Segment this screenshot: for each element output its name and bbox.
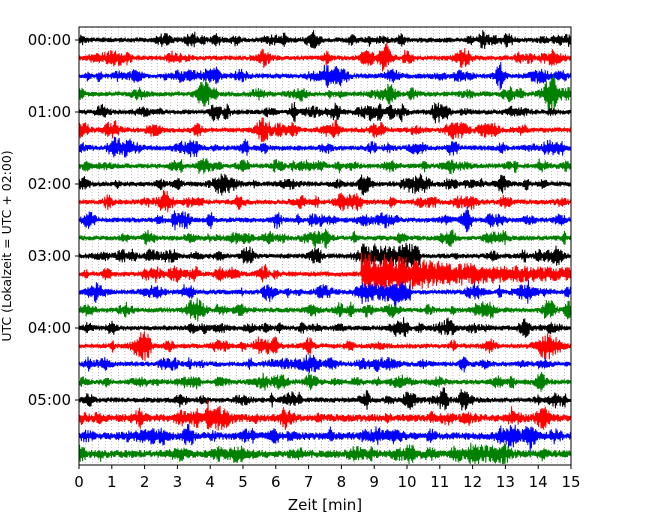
- y-tick-label: 03:00: [28, 247, 71, 265]
- seismic-trace: [78, 190, 572, 213]
- seismic-trace: [78, 423, 572, 455]
- seismic-traces: [78, 30, 572, 465]
- x-tick-label: 2: [140, 473, 150, 491]
- seismic-trace: [78, 442, 572, 465]
- y-tick-label: 00:00: [28, 31, 71, 49]
- seismic-trace: [78, 400, 572, 431]
- seismic-trace: [78, 228, 572, 249]
- x-tick-label: 0: [74, 473, 84, 491]
- seismic-trace: [78, 298, 572, 322]
- seismic-trace: [78, 158, 572, 175]
- x-tick-label: 10: [397, 473, 416, 491]
- plot-frame: [78, 26, 572, 466]
- y-axis-label: UTC (Lokalzeit = UTC + 02:00): [0, 150, 14, 341]
- seismic-trace: [78, 117, 572, 143]
- x-tick-label: 8: [337, 473, 347, 491]
- seismic-trace: [78, 136, 572, 158]
- y-tick-label: 04:00: [28, 319, 71, 337]
- x-tick-label: 13: [496, 473, 515, 491]
- seismic-trace: [78, 317, 572, 338]
- y-tick-label: 02:00: [28, 175, 71, 193]
- x-tick-label: 12: [463, 473, 482, 491]
- x-axis-label: Zeit [min]: [288, 496, 362, 514]
- y-axis-ticks: 00:00 01:00 02:00 03:00 04:00 05:00: [28, 31, 79, 409]
- x-tick-label: 5: [238, 473, 248, 491]
- x-axis-ticks: 0 1 2 3 4 5 6 7 8 9 10 11 12 13 14 15: [74, 465, 581, 491]
- seismic-trace: [78, 206, 572, 233]
- x-tick-label: 4: [205, 473, 215, 491]
- seismic-trace: [78, 371, 572, 392]
- seismic-trace: [78, 331, 572, 361]
- x-tick-label: 1: [107, 473, 117, 491]
- x-tick-label: 9: [369, 473, 379, 491]
- x-tick-label: 7: [304, 473, 314, 491]
- x-tick-label: 14: [529, 473, 548, 491]
- seismic-trace: [78, 354, 572, 373]
- y-tick-label: 05:00: [28, 391, 71, 409]
- x-tick-label: 6: [271, 473, 281, 491]
- seismic-trace: [78, 279, 572, 308]
- seismic-trace: [78, 173, 572, 196]
- seismic-trace: [78, 30, 572, 49]
- seismic-trace: [78, 75, 572, 114]
- seismic-trace: [78, 42, 572, 72]
- x-tick-label: 3: [173, 473, 183, 491]
- seismic-trace: [78, 101, 572, 124]
- seismic-trace: [78, 242, 572, 270]
- y-tick-label: 01:00: [28, 103, 71, 121]
- seismic-trace: [78, 61, 572, 90]
- seismic-trace: [78, 387, 572, 411]
- x-tick-label: 15: [561, 473, 580, 491]
- x-tick-label: 11: [430, 473, 449, 491]
- seismic-trace: [78, 252, 572, 295]
- grid-lines: [85, 27, 565, 465]
